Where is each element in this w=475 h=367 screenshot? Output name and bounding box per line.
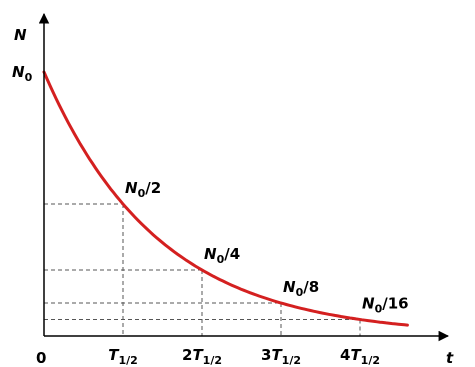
origin-label: 0 bbox=[36, 349, 46, 367]
x-tick-label-4: 4T1/2 bbox=[340, 346, 380, 367]
y-tick-label: N0 bbox=[12, 63, 33, 84]
x-tick-label-1: T1/2 bbox=[108, 346, 138, 367]
x-axis-label: t bbox=[446, 349, 454, 367]
y-axis-label: N bbox=[14, 26, 27, 44]
point-label-1: N0/2 bbox=[125, 179, 161, 200]
guide-lines bbox=[44, 203, 361, 336]
point-label-2: N0/4 bbox=[204, 245, 240, 266]
chart-labels: N0/2 N0/4 N0/8 N0/16 N0 T1/2 2T1/2 3T1/2 4T1/2 bbox=[12, 63, 409, 367]
decay-curve bbox=[42, 70, 409, 327]
point-label-4: N0/16 bbox=[362, 295, 409, 316]
x-tick-label-3: 3T1/2 bbox=[261, 346, 301, 367]
point-label-3: N0/8 bbox=[283, 278, 319, 299]
x-tick-label-2: 2T1/2 bbox=[182, 346, 222, 367]
